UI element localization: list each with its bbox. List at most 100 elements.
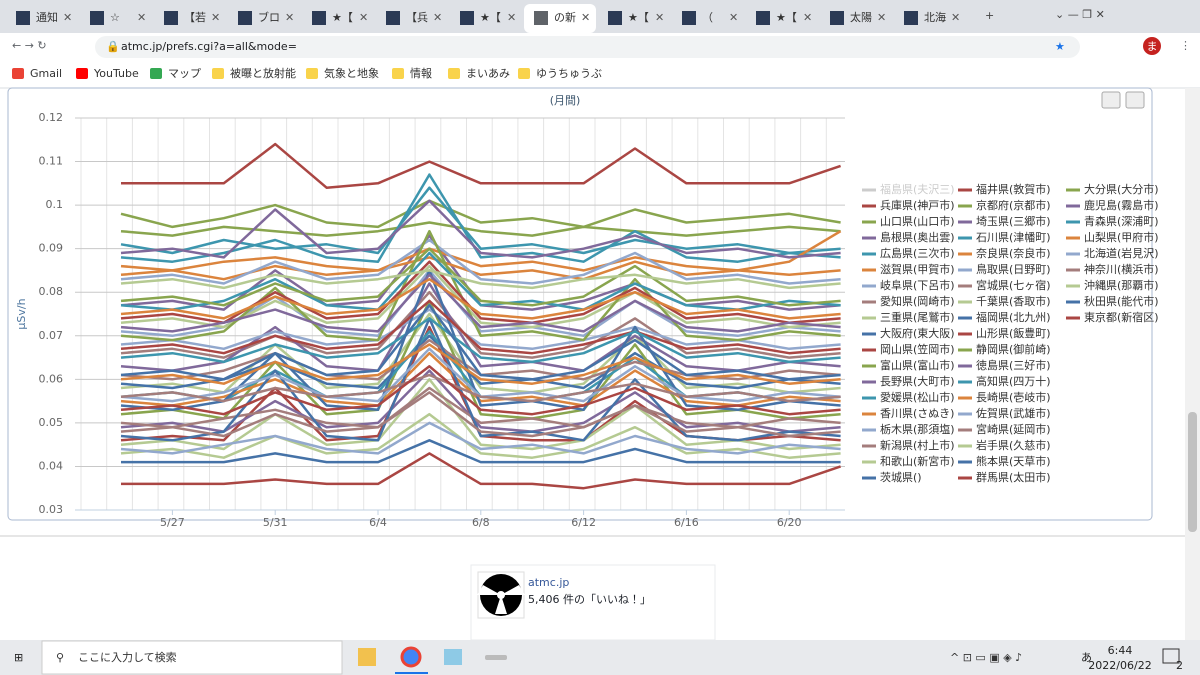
tab-close[interactable]: ✕ <box>285 11 294 24</box>
legend-label[interactable]: 愛知県(岡崎市) <box>880 294 955 308</box>
tab-close[interactable]: ✕ <box>63 11 72 24</box>
legend-label[interactable]: 岡山県(笠岡市) <box>880 342 955 356</box>
legend-label[interactable]: 京都府(京都市) <box>976 199 1051 212</box>
bookmark[interactable]: ゆうちゅうぶ <box>536 67 602 80</box>
legend-label[interactable]: 和歌山(新宮市) <box>880 455 955 468</box>
legend-label[interactable]: 岐阜県(下呂市) <box>880 279 955 292</box>
legend-label[interactable]: 鹿児島(霧島市) <box>1084 198 1159 212</box>
legend-label[interactable]: 鳥取県(日野町) <box>976 262 1051 276</box>
app-notepad[interactable] <box>444 649 462 665</box>
legend-label[interactable]: 熊本県(天草市) <box>976 454 1051 468</box>
scroll-thumb[interactable] <box>1188 412 1197 532</box>
legend-label[interactable]: 滋賀県(甲賀市) <box>880 263 955 276</box>
url[interactable]: atmc.jp/prefs.cgi?a=all&mode= <box>121 40 297 53</box>
tab-close[interactable]: ✕ <box>729 11 738 24</box>
notification-icon[interactable] <box>1162 648 1180 664</box>
legend-label[interactable]: 神奈川(横浜市) <box>1084 262 1159 276</box>
app-other[interactable] <box>485 655 507 660</box>
tab-close[interactable]: ✕ <box>581 11 590 24</box>
search-placeholder[interactable]: ここに入力して検索 <box>78 650 177 664</box>
legend-label[interactable]: 広島県(三次市) <box>880 246 955 260</box>
nav-buttons[interactable]: ← → ↻ <box>12 39 47 52</box>
menu[interactable]: ⋮ <box>1180 39 1191 52</box>
legend-label[interactable]: 香川県(さぬき) <box>880 407 954 420</box>
legend-label[interactable]: 山梨県(甲府市) <box>1084 230 1159 244</box>
bookmarks-bar <box>0 60 1200 88</box>
tab-close[interactable]: ✕ <box>803 11 812 24</box>
app-chrome[interactable] <box>400 646 422 668</box>
clock-date[interactable]: 2022/06/22 <box>1088 659 1151 672</box>
legend-label[interactable]: 岩手県(久慈市) <box>976 438 1051 452</box>
legend-label[interactable]: 兵庫県(神戸市) <box>880 198 955 212</box>
bookmark[interactable]: 情報 <box>410 67 432 80</box>
legend-label[interactable]: 福島県(夫沢三) <box>880 182 955 196</box>
bookmark[interactable]: まいあみ <box>466 67 510 80</box>
profile-avatar[interactable] <box>1143 37 1161 55</box>
bookmark[interactable]: 被曝と放射能 <box>230 66 296 80</box>
legend-label[interactable]: 宮崎県(延岡市) <box>976 422 1051 436</box>
app-explorer[interactable] <box>358 648 376 666</box>
clock-time[interactable]: 6:44 <box>1108 644 1133 657</box>
tab-close[interactable]: ✕ <box>877 11 886 24</box>
series-line <box>120 269 841 290</box>
legend-label[interactable]: 佐賀県(武雄市) <box>976 406 1051 420</box>
ime-indicator[interactable]: あ <box>1081 651 1092 664</box>
legend-label[interactable]: 新潟県(村上市) <box>880 438 955 452</box>
tab-close[interactable]: ✕ <box>655 11 664 24</box>
series-line <box>120 221 841 237</box>
legend-label[interactable]: 青森県(深浦町) <box>1084 214 1159 228</box>
legend-label[interactable]: 石川県(津幡町) <box>976 230 1051 244</box>
legend-label[interactable]: 高知県(四万十) <box>976 374 1051 388</box>
bookmark[interactable]: Gmail <box>30 67 62 80</box>
legend-label[interactable]: 長崎県(壱岐市) <box>976 390 1051 404</box>
tab-favicon <box>386 11 400 25</box>
legend-label[interactable]: 秋田県(能代市) <box>1084 294 1159 308</box>
series-line <box>120 317 841 442</box>
tab-close[interactable]: ✕ <box>433 11 442 24</box>
bookmark[interactable]: マップ <box>168 67 201 80</box>
start-button[interactable]: ⊞ <box>14 651 23 664</box>
legend-label[interactable]: 北海道(岩見沢) <box>1084 246 1159 260</box>
legend-label[interactable]: 福岡県(北九州) <box>976 310 1051 324</box>
series-line <box>120 343 841 385</box>
legend-label[interactable]: 千葉県(香取市) <box>976 294 1051 308</box>
legend-label[interactable]: 徳島県(三好市) <box>976 358 1051 372</box>
legend-label[interactable]: 山口県(山口市) <box>880 215 955 228</box>
tab-title: の新 <box>554 11 576 24</box>
legend-label[interactable]: 奈良県(奈良市) <box>976 246 1051 260</box>
tab-close[interactable]: ✕ <box>211 11 220 24</box>
tab-close[interactable]: ✕ <box>507 11 516 24</box>
new-tab[interactable]: + <box>985 9 994 22</box>
print-button[interactable] <box>1101 91 1121 109</box>
export-button[interactable] <box>1125 91 1145 109</box>
legend-label[interactable]: 大分県(大分市) <box>1084 182 1159 196</box>
legend-label[interactable]: 埼玉県(三郷市) <box>976 214 1051 228</box>
legend-label[interactable]: 島根県(奥出雲) <box>880 230 955 244</box>
tab-close[interactable]: ✕ <box>359 11 368 24</box>
tab-title: （ <box>702 11 713 24</box>
window-controls[interactable]: ⌄ — ❐ ✕ <box>1055 8 1105 21</box>
legend-label[interactable]: 長野県(大町市) <box>880 374 955 388</box>
fb-page-name[interactable]: atmc.jp <box>528 576 569 589</box>
legend-label[interactable]: 大阪府(東大阪) <box>880 326 955 340</box>
legend-label[interactable]: 宮城県(七ヶ宿) <box>976 278 1051 292</box>
bookmark-icon <box>392 68 404 79</box>
legend-label[interactable]: 茨城県() <box>880 471 922 484</box>
legend-label[interactable]: 東京都(新宿区) <box>1084 310 1159 324</box>
legend-label[interactable]: 福井県(敦賀市) <box>976 182 1051 196</box>
tab-close[interactable]: ✕ <box>137 11 146 24</box>
bookmark[interactable]: 気象と地象 <box>324 66 379 80</box>
bookmark[interactable]: YouTube <box>93 67 139 80</box>
legend-label[interactable]: 沖縄県(那覇市) <box>1084 279 1159 292</box>
legend-label[interactable]: 山形県(飯豊町) <box>976 327 1051 340</box>
tab-close[interactable]: ✕ <box>951 11 960 24</box>
legend-label[interactable]: 静岡県(御前崎) <box>976 342 1051 356</box>
legend-label[interactable]: 栃木県(那須塩) <box>880 422 955 436</box>
legend-label[interactable]: 群馬県(太田市) <box>976 470 1051 484</box>
legend-label[interactable]: 三重県(尾鷲市) <box>880 310 955 324</box>
legend-label[interactable]: 愛媛県(松山市) <box>880 390 955 404</box>
legend-label[interactable]: 富山県(富山市) <box>880 359 955 372</box>
bookmark-star[interactable]: ★ <box>1055 40 1065 53</box>
omnibox[interactable] <box>95 36 1080 58</box>
search-box[interactable] <box>41 640 343 675</box>
